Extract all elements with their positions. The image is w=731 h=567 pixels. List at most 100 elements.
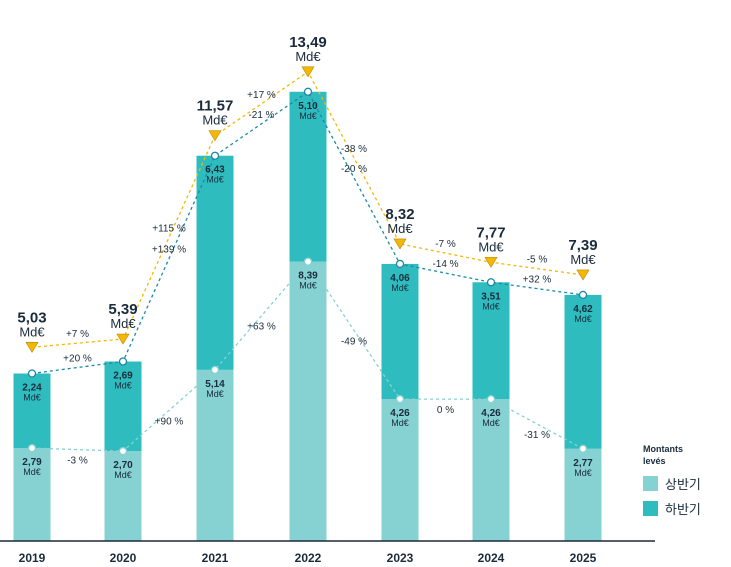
bar-h1-2022	[289, 261, 327, 541]
h2-value-2021: 6,43	[205, 165, 225, 176]
total-unit-2023: Md€	[387, 221, 413, 236]
h1-value-2024: 4,26	[481, 408, 501, 419]
total-value-2024: 7,77	[476, 224, 505, 241]
marker-h1-2019	[27, 443, 37, 453]
change-total-2021-2022: +17 %	[247, 90, 276, 101]
change-total-2022-2023: -38 %	[341, 144, 367, 155]
change-h2-2023-2024: -14 %	[432, 259, 458, 270]
marker-h1-2025	[578, 444, 588, 453]
total-value-2021: 11,57	[197, 98, 234, 115]
change-h2-2021-2022: -21 %	[248, 110, 274, 121]
h1-value-2020: 2,70	[113, 460, 133, 471]
bar-h1-2023	[381, 399, 419, 541]
change-h1-2020-2021: +90 %	[155, 416, 184, 427]
h2-unit-2025: Md€	[574, 314, 592, 324]
change-total-2023-2024: -7 %	[435, 239, 456, 250]
marker-total-2021	[208, 130, 222, 142]
h1-value-2022: 8,39	[298, 271, 318, 282]
h2-value-2019: 2,24	[22, 383, 42, 394]
legend-title-line2: levés	[643, 456, 666, 466]
h1-unit-2021: Md€	[206, 389, 224, 399]
marker-total-2022	[301, 66, 315, 78]
marker-h2-2023	[395, 259, 405, 269]
bar-h1-2019	[13, 448, 51, 541]
change-h1-2024-2025: -31 %	[524, 430, 550, 441]
h1-value-2019: 2,79	[22, 457, 42, 468]
change-h2-2022-2023: -20 %	[341, 164, 367, 175]
bars-layer	[13, 91, 602, 541]
marker-h2-2022	[303, 87, 313, 96]
bar-h2-2023	[381, 263, 419, 400]
legend-label-h1: 상반기	[665, 477, 701, 492]
marker-total-2024	[484, 256, 498, 268]
change-h1-2023-2024: 0 %	[437, 405, 454, 416]
h2-unit-2022: Md€	[299, 111, 317, 121]
h2-unit-2020: Md€	[114, 381, 132, 391]
marker-h2-2019	[27, 369, 37, 378]
total-value-2022: 13,49	[289, 34, 327, 51]
h1-unit-2024: Md€	[482, 418, 500, 428]
bar-h1-2021	[196, 369, 234, 541]
x-tick-2020: 2020	[110, 551, 137, 565]
h2-value-2022: 5,10	[298, 101, 318, 112]
marker-total-2023	[393, 238, 407, 250]
total-unit-2024: Md€	[478, 239, 504, 254]
legend-swatch-h1	[643, 476, 658, 491]
h2-value-2023: 4,06	[390, 273, 410, 284]
bar-h1-2020	[104, 451, 142, 541]
bar-h1-2025	[564, 448, 602, 541]
h2-unit-2019: Md€	[23, 393, 41, 403]
h1-value-2023: 4,26	[390, 408, 410, 419]
bar-h1-2024	[472, 399, 510, 541]
h2-value-2020: 2,69	[113, 371, 133, 382]
legend-title-line1: Montants	[643, 444, 683, 454]
marker-h2-2024	[486, 278, 496, 287]
h1-unit-2025: Md€	[574, 468, 592, 478]
h2-value-2025: 4,62	[573, 304, 593, 315]
h2-unit-2023: Md€	[391, 283, 409, 293]
x-tick-2023: 2023	[387, 551, 414, 565]
x-tick-2019: 2019	[19, 551, 46, 565]
total-unit-2020: Md€	[110, 316, 136, 331]
change-total-2020-2021: +115 %	[152, 223, 186, 234]
x-tick-2025: 2025	[570, 551, 597, 565]
marker-h2-2020	[118, 357, 128, 366]
change-h1-2019-2020: -3 %	[67, 456, 88, 467]
marker-total-2020	[116, 333, 130, 345]
h1-value-2025: 2,77	[573, 458, 593, 469]
change-h1-2021-2022: +63 %	[247, 322, 276, 333]
bar-h2-2025	[564, 294, 602, 449]
marker-h1-2020	[118, 446, 128, 456]
marker-h2-2021	[210, 151, 220, 160]
h1-unit-2020: Md€	[114, 470, 132, 480]
marker-total-2019	[25, 342, 39, 353]
bar-h2-2021	[196, 155, 234, 370]
bar-h2-2020	[104, 361, 142, 452]
x-tick-2021: 2021	[202, 551, 229, 565]
total-value-2023: 8,32	[385, 206, 414, 223]
total-unit-2022: Md€	[295, 49, 321, 64]
marker-h1-2022	[303, 257, 313, 266]
bar-h2-2024	[472, 282, 510, 400]
h1-unit-2019: Md€	[23, 467, 41, 477]
legend-label-h2: 하반기	[665, 502, 701, 517]
x-tick-2022: 2022	[295, 551, 322, 565]
legend-swatch-h2	[643, 501, 658, 516]
marker-h2-2025	[578, 290, 588, 300]
x-axis: 2019 2020 2021 2022 2023 2024 2025	[0, 540, 655, 565]
bar-h2-2019	[13, 373, 51, 449]
marker-h1-2023	[395, 394, 405, 404]
total-value-2019: 5,03	[17, 309, 46, 326]
change-h2-2019-2020: +20 %	[63, 354, 92, 365]
total-unit-2021: Md€	[202, 113, 228, 128]
marker-total-2025	[576, 269, 590, 281]
change-h2-2020-2021: +139 %	[152, 245, 186, 256]
h1-unit-2022: Md€	[299, 281, 317, 291]
x-tick-2024: 2024	[478, 551, 505, 565]
h2-value-2024: 3,51	[481, 291, 501, 302]
change-total-2019-2020: +7 %	[66, 329, 89, 340]
change-h1-2022-2023: -49 %	[341, 336, 367, 347]
